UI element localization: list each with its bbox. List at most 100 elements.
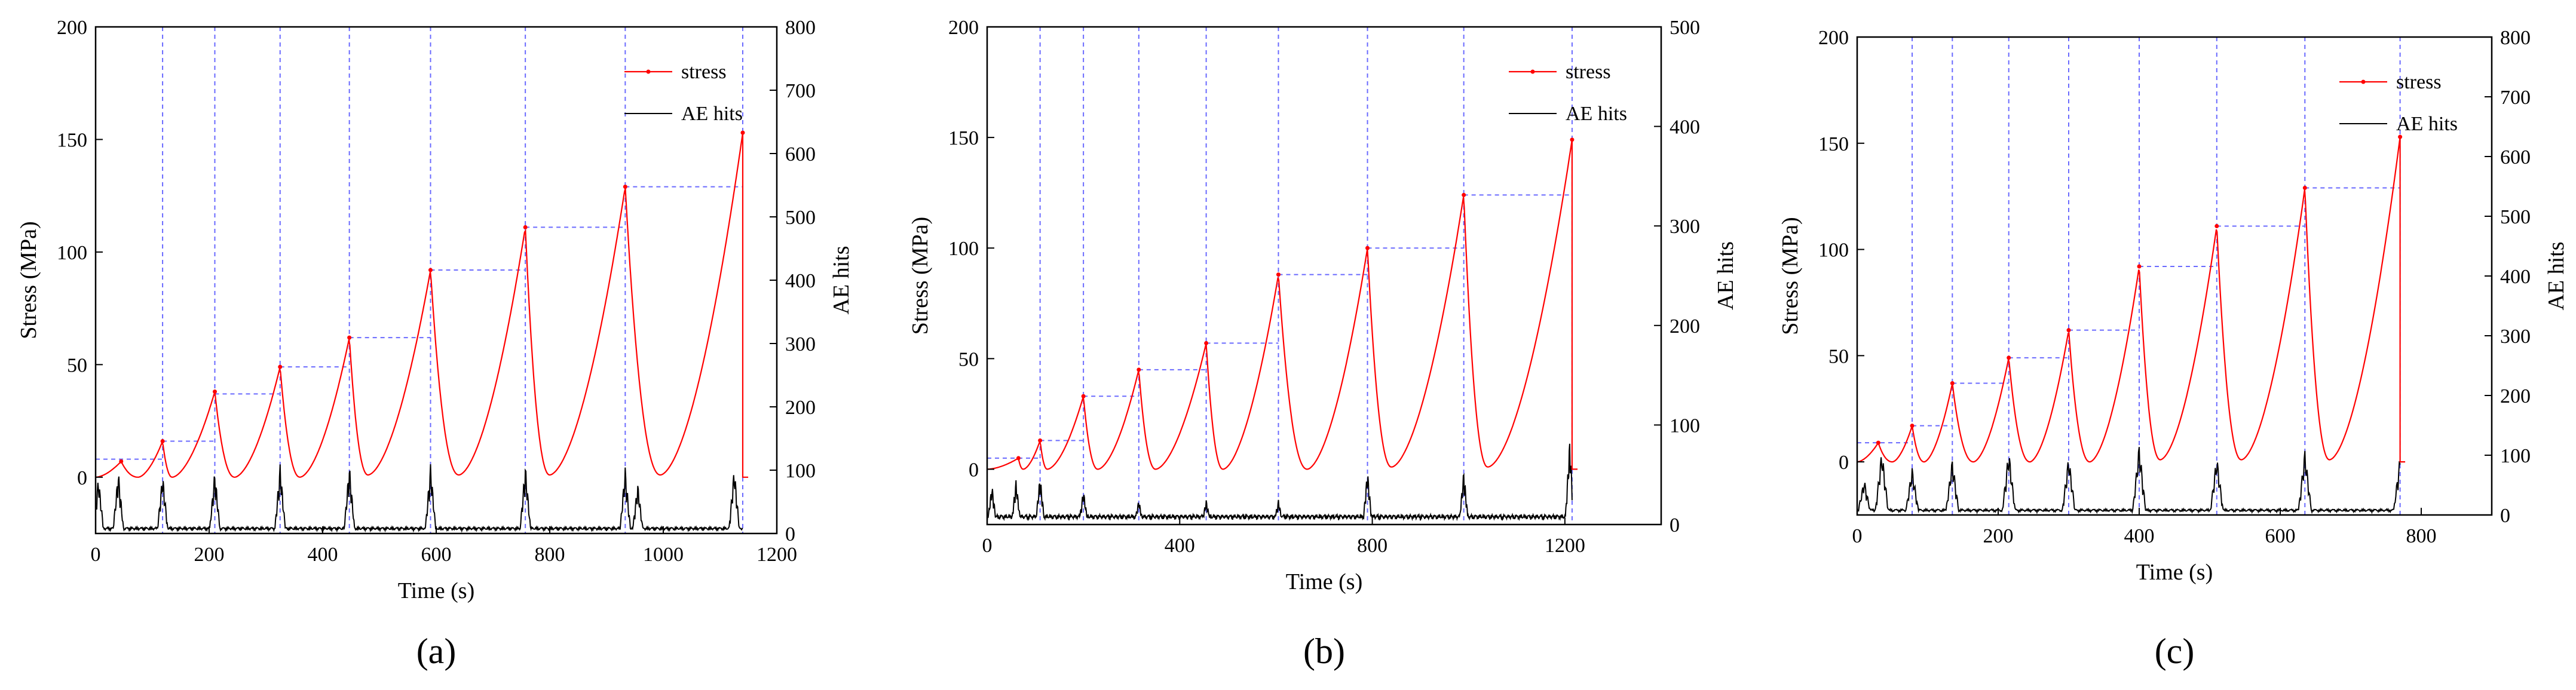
x-tick-label: 0 (982, 535, 993, 557)
stress-peak-point (347, 335, 352, 340)
legend: stress AE hits (624, 61, 743, 125)
legend-label-stress: stress (681, 61, 727, 83)
x-axis-title: Time (s) (1286, 569, 1362, 594)
x-tick-label: 800 (1357, 535, 1387, 557)
stress-peak-point (1910, 424, 1915, 428)
stress-line (987, 139, 1578, 470)
stress-peak-point (119, 459, 124, 464)
y2-axis-title: AE hits (829, 246, 854, 314)
panel-label: (a) (416, 631, 457, 671)
y-axis-title: Stress (MPa) (1778, 217, 1803, 335)
stress-peak-point (2137, 264, 2142, 269)
y2-tick-label: 400 (1670, 116, 1700, 139)
legend-label-ae: AE hits (1566, 103, 1627, 125)
y2-tick-label: 200 (1670, 315, 1700, 338)
y2-tick-label: 400 (2500, 266, 2531, 288)
y2-tick-label: 700 (2500, 87, 2531, 109)
ae-hits-line (96, 464, 743, 533)
panel-label: (c) (2155, 631, 2195, 671)
stress-line (96, 132, 749, 478)
y2-tick-label: 800 (2500, 27, 2531, 49)
x-tick-label: 1000 (643, 544, 684, 566)
y-tick-label: 200 (1818, 27, 1849, 49)
y-tick-label: 50 (1828, 345, 1849, 367)
y2-tick-label: 500 (2500, 206, 2531, 228)
stress-peak-point (1365, 246, 1370, 250)
y-axis-title: Stress (MPa) (908, 217, 933, 335)
y2-tick-label: 0 (1670, 514, 1680, 536)
stress-peak-point (1876, 440, 1880, 445)
y-tick-label: 150 (948, 127, 979, 149)
x-tick-label: 200 (194, 544, 225, 566)
x-tick-label: 600 (2265, 525, 2296, 547)
y2-tick-label: 100 (2500, 445, 2531, 467)
stress-peak-point (2214, 223, 2219, 228)
y2-tick-label: 300 (785, 333, 816, 355)
y-tick-label: 150 (57, 129, 87, 151)
legend-marker-stress (1530, 69, 1535, 74)
y2-tick-label: 0 (785, 523, 795, 545)
x-tick-label: 400 (1165, 535, 1195, 557)
legend-marker-stress (646, 69, 651, 74)
x-tick-label: 200 (1983, 525, 2014, 547)
y2-axis-title: AE hits (1713, 241, 1738, 310)
legend-marker-stress (2361, 79, 2366, 84)
stress-peak-point (740, 130, 745, 135)
stress-peak-point (213, 390, 217, 394)
legend: stress AE hits (1509, 61, 1627, 125)
stress-series (1857, 134, 2406, 463)
x-tick-label: 800 (2406, 525, 2437, 547)
stress-peak-point (1950, 381, 1955, 386)
panel-c: 0 50 100 150 200 0 100 200 300 400 500 600 700 800 0 20… (1778, 27, 2569, 671)
x-tick-label: 800 (535, 544, 565, 566)
y2-tick-label: 200 (2500, 385, 2531, 407)
stress-peak-point (523, 225, 528, 229)
y-tick-label: 100 (57, 242, 87, 264)
stress-peak-point (2398, 134, 2403, 139)
y-tick-label: 100 (1818, 240, 1849, 262)
stress-peak-point (2066, 328, 2071, 333)
y2-tick-label: 300 (1670, 216, 1700, 238)
stress-series (96, 130, 749, 478)
stress-peak-point (1137, 367, 1141, 372)
x-tick-label: 1200 (1545, 535, 1585, 557)
stress-peak-point (428, 268, 433, 272)
panel-label: (b) (1303, 631, 1345, 671)
stress-peak-point (278, 364, 283, 369)
stress-peak-point (1462, 192, 1466, 197)
y2-axis-title: AE hits (2544, 241, 2569, 310)
y-tick-label: 200 (948, 17, 979, 39)
y-tick-label: 200 (57, 17, 87, 39)
stress-peak-point (1276, 272, 1281, 277)
y-tick-label: 100 (948, 238, 979, 260)
stress-peak-point (1204, 341, 1209, 345)
legend-label-stress: stress (1566, 61, 1611, 83)
stress-peak-point (1038, 438, 1043, 443)
x-tick-label: 0 (91, 544, 101, 566)
ae-hits-line (1857, 447, 2401, 515)
ae-hits-series (96, 464, 743, 533)
stress-peak-point (2302, 185, 2307, 190)
y2-tick-label: 700 (785, 80, 816, 102)
guide-lines (1857, 37, 2401, 515)
ae-hits-series (987, 443, 1573, 522)
y2-tick-label: 500 (1670, 17, 1700, 39)
stress-peak-point (623, 185, 627, 189)
y-tick-label: 50 (67, 354, 87, 376)
x-tick-label: 400 (308, 544, 338, 566)
y-tick-label: 150 (1818, 133, 1849, 155)
y2-tick-label: 100 (1670, 415, 1700, 437)
y2-tick-label: 100 (785, 460, 816, 482)
legend-label-ae: AE hits (2396, 113, 2458, 135)
x-tick-label: 600 (421, 544, 452, 566)
stress-peak-point (2007, 355, 2011, 360)
y2-tick-label: 300 (2500, 326, 2531, 348)
y-axis-title: Stress (MPa) (16, 221, 41, 339)
stress-peak-point (1081, 394, 1086, 398)
y2-tick-label: 600 (2500, 146, 2531, 168)
x-tick-label: 400 (2124, 525, 2155, 547)
y-tick-label: 50 (958, 348, 979, 370)
stress-series (987, 137, 1578, 470)
stress-peak-point (1570, 137, 1575, 142)
